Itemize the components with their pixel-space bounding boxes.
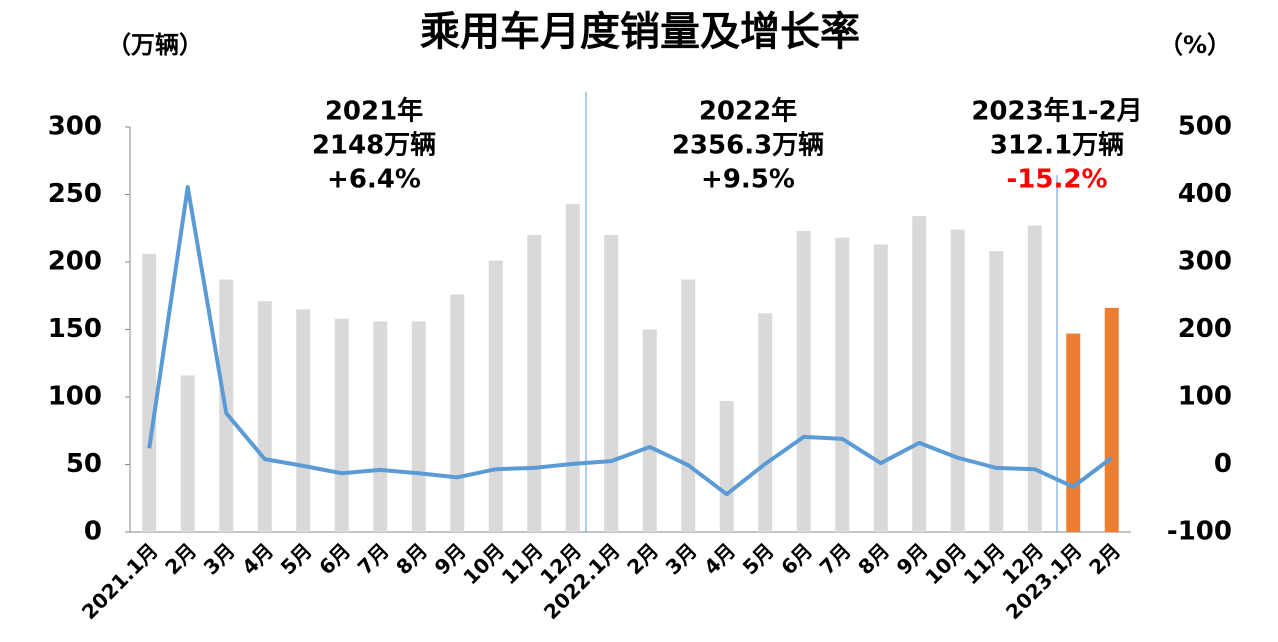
bar — [989, 251, 1004, 532]
x-tick-label: 10月 — [920, 538, 971, 589]
y-tick-label: 0 — [84, 517, 102, 547]
y-tick-label: 250 — [48, 179, 102, 209]
x-tick-label: 8月 — [391, 538, 432, 579]
x-tick-label: 8月 — [853, 538, 894, 579]
bar — [257, 301, 272, 532]
bar — [142, 253, 157, 532]
bar — [527, 235, 542, 532]
bar — [373, 321, 388, 532]
bar — [1027, 225, 1042, 533]
bar — [1066, 333, 1081, 532]
y-tick-label: 300 — [48, 112, 102, 142]
annotation: +6.4% — [327, 165, 421, 195]
bar — [296, 309, 311, 532]
bar — [642, 329, 657, 532]
annotation: 2022年 — [699, 96, 797, 127]
x-tick-label: 10月 — [458, 538, 509, 589]
y-axis-label: （万辆） — [107, 31, 203, 59]
bar — [411, 321, 426, 532]
x-tick-label: 7月 — [353, 538, 394, 579]
bar — [719, 401, 734, 532]
bar — [334, 318, 349, 532]
x-tick-label: 11月 — [959, 538, 1010, 589]
annotation: +9.5% — [701, 165, 795, 195]
y2-tick-label: 300 — [1178, 247, 1232, 277]
bar — [758, 313, 773, 532]
y2-tick-label: -100 — [1167, 517, 1232, 547]
annotation: 2021年 — [325, 96, 423, 127]
y-tick-label: 50 — [66, 449, 102, 479]
y2-tick-label: 0 — [1214, 449, 1232, 479]
x-tick-label: 11月 — [497, 538, 548, 589]
x-tick-label: 5月 — [276, 538, 317, 579]
bar — [950, 229, 965, 532]
x-tick-label: 2月 — [1084, 538, 1125, 579]
bar — [604, 235, 619, 532]
annotation: -15.2% — [1007, 165, 1108, 195]
annotation: 2148万辆 — [312, 131, 436, 161]
annotation: 2356.3万辆 — [672, 131, 824, 161]
bar — [1104, 307, 1119, 532]
y2-axis-label: （%） — [1159, 31, 1231, 59]
bar — [488, 260, 503, 532]
annotation: 2023年1-2月 — [971, 96, 1142, 127]
x-tick-label: 7月 — [815, 538, 856, 579]
x-tick-label: 2月 — [160, 538, 201, 579]
x-tick-label: 4月 — [699, 538, 740, 579]
bar — [835, 237, 850, 532]
x-tick-label: 2021.1月 — [77, 538, 163, 624]
y2-tick-label: 100 — [1178, 382, 1232, 412]
y2-tick-label: 400 — [1178, 179, 1232, 209]
y-tick-label: 100 — [48, 382, 102, 412]
bar — [450, 294, 465, 532]
annotation: 312.1万辆 — [990, 131, 1124, 161]
y-tick-label: 150 — [48, 314, 102, 344]
bar — [180, 375, 195, 532]
bar — [873, 244, 888, 532]
bar — [912, 216, 927, 532]
x-tick-label: 6月 — [314, 538, 355, 579]
bar — [565, 203, 580, 532]
chart-title: 乘用车月度销量及增长率 — [420, 9, 860, 55]
x-tick-label: 3月 — [661, 538, 702, 579]
y2-tick-label: 200 — [1178, 314, 1232, 344]
x-tick-label: 5月 — [738, 538, 779, 579]
y2-tick-label: 500 — [1178, 112, 1232, 142]
bar — [681, 279, 696, 532]
y-tick-label: 200 — [48, 247, 102, 277]
x-tick-label: 6月 — [776, 538, 817, 579]
x-tick-label: 4月 — [237, 538, 278, 579]
bar — [796, 230, 811, 532]
x-tick-label: 3月 — [199, 538, 240, 579]
x-tick-label: 2月 — [622, 538, 663, 579]
line — [147, 185, 1113, 497]
